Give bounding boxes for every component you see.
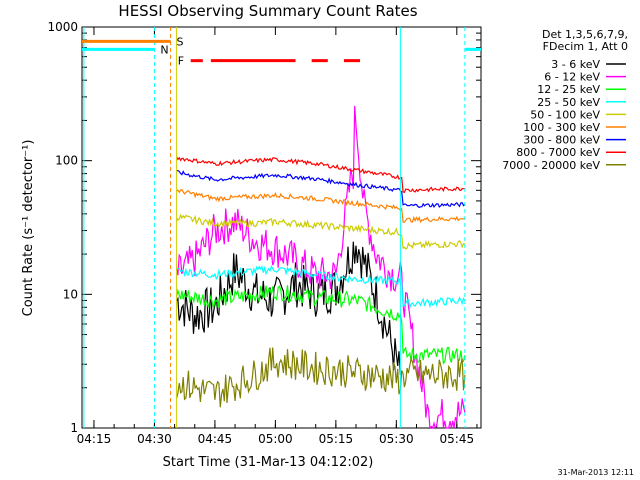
chart-title-text: HESSI Observing Summary Count Rates [118,2,417,20]
series-line-7 [176,169,466,209]
x-tick-label: 04:15 [77,432,112,446]
legend-label-3: 12 - 25 keV [537,83,600,96]
x-axis-label: Start Time (31-Mar-13 04:12:02) [163,455,374,470]
y-axis-label: Count Rate (s⁻¹ detector⁻¹) [21,140,36,317]
x-tick-label: 05:00 [258,432,293,446]
plot-frame [81,26,482,429]
y-tick-label: 10 [63,287,78,301]
series-line-5 [176,213,465,250]
legend-label-6: 100 - 300 keV [523,121,600,134]
legend-label-2: 6 - 12 keV [544,71,600,84]
y-tick-label: 1 [70,421,78,435]
legend-label-7: 300 - 800 keV [523,134,600,147]
x-tick-label: 04:45 [198,432,233,446]
legend: Det 1,3,5,6,7,9, FDecim 1, Att 0 3 - 6 k… [502,28,628,172]
flag-label-n: N [160,43,168,56]
flag-label-f: F [178,55,184,68]
y-tick-label: 1000 [47,20,78,34]
series-line-3 [176,284,466,365]
series-line-9 [176,347,466,408]
legend-label-9: 7000 - 20000 keV [502,159,600,172]
series-line-4 [176,264,466,310]
x-tick-label: 05:30 [379,432,414,446]
flag-label-s: S [177,35,184,48]
series-line-6 [176,188,466,224]
legend-label-4: 25 - 50 keV [537,96,600,109]
x-tick-label: 05:15 [319,432,354,446]
footer-timestamp: 31-Mar-2013 12:11 [558,468,635,477]
x-tick-label: 04:30 [137,432,172,446]
plot-area: 04:15 04:30 04:45 05:00 05:15 05:30 05:45 1 10 10… [47,20,482,446]
legend-label-1: 3 - 6 keV [551,58,600,71]
x-tick-label: 05:45 [440,432,475,446]
series-line-8 [176,156,466,194]
legend-label-8: 800 - 7000 keV [516,146,600,159]
legend-header-line-1: Det 1,3,5,6,7,9, [542,28,628,41]
legend-label-5: 50 - 100 keV [530,108,600,121]
legend-header-line-2: FDecim 1, Att 0 [543,40,628,53]
y-tick-label: 100 [55,154,78,168]
chart-title: HESSI Observing Summary Count Rates [118,2,417,20]
